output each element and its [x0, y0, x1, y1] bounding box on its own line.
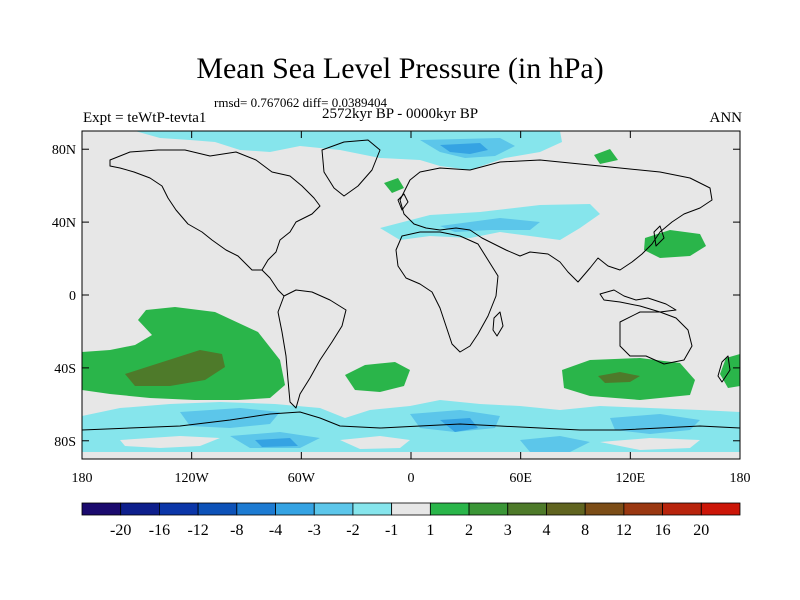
- anomaly-eurasia-negative: [440, 218, 540, 232]
- colorbar-swatch: [159, 502, 199, 516]
- colorbar-swatch: [275, 502, 315, 516]
- x-tick-label: 180: [72, 471, 93, 486]
- anomaly-indian-positive: [598, 372, 640, 383]
- coastline-south-america: [277, 289, 347, 409]
- colorbar-swatch: [700, 502, 741, 516]
- colorbar-label: -1: [385, 522, 398, 539]
- coastline-africa: [395, 231, 499, 353]
- anomaly-neutral: [120, 436, 220, 448]
- colorbar-label: 8: [581, 522, 589, 539]
- stats-subtitle: rmsd= 0.767062 diff= 0.0389404: [214, 95, 387, 110]
- colorbar-label: 3: [504, 522, 512, 539]
- season-label: ANN: [709, 110, 743, 126]
- colorbar-label: -16: [149, 522, 170, 539]
- coastline-north-america: [109, 149, 321, 271]
- anomaly-positive: [384, 178, 404, 193]
- colorbar-label: -4: [269, 522, 282, 539]
- x-axis: 180 120W 60W 0 60E 120E 180: [72, 131, 751, 486]
- x-tick-label: 180: [730, 471, 751, 486]
- anomaly-southern-negative: [255, 438, 298, 447]
- anomaly-atlantic-positive: [345, 362, 410, 392]
- colorbar-label: 20: [693, 522, 709, 539]
- x-tick-label: 60W: [288, 471, 316, 486]
- anomaly-pacific-positive: [125, 350, 225, 386]
- colorbar-label: -8: [230, 522, 243, 539]
- anomaly-positive: [720, 354, 740, 388]
- experiment-label: Expt = teWtP-tevta1: [83, 110, 207, 126]
- colorbar-swatch: [546, 502, 586, 516]
- x-tick-label: 120W: [175, 471, 210, 486]
- colorbar-label: 16: [655, 522, 671, 539]
- period-subtitle: 2572kyr BP - 0000kyr BP: [322, 106, 479, 122]
- x-tick-label: 60E: [509, 471, 532, 486]
- coastline-central-america: [261, 269, 285, 297]
- coastline-maritime-asia: [599, 289, 677, 313]
- anomaly-neutral: [600, 438, 700, 450]
- colorbar-label: -2: [346, 522, 359, 539]
- coastline-antarctica: [82, 411, 740, 431]
- colorbar-swatch: [468, 502, 509, 516]
- colorbar: -20 -16 -12 -8 -4 -3 -2 -1 1 2 3 4 8 12 16 20: [81, 502, 741, 539]
- x-tick-label: 0: [408, 471, 415, 486]
- y-tick-label: 40N: [52, 216, 76, 231]
- anomaly-field: [82, 131, 740, 459]
- anomaly-arctic-negative: [440, 143, 488, 154]
- y-tick-label: 80N: [52, 143, 76, 158]
- colorbar-swatch: [623, 502, 663, 516]
- colorbar-swatch: [313, 502, 354, 516]
- coastline-greenland: [321, 139, 381, 197]
- colorbar-swatch: [584, 502, 625, 516]
- colorbar-swatch: [81, 502, 122, 516]
- colorbar-swatch: [507, 502, 547, 516]
- colorbar-label: 2: [465, 522, 473, 539]
- anomaly-positive: [594, 149, 618, 164]
- colorbar-swatch: [662, 502, 702, 516]
- anomaly-southern-negative: [520, 436, 590, 452]
- x-tick-label: 120E: [616, 471, 646, 486]
- anomaly-southern-negative: [440, 418, 478, 432]
- colorbar-label: -12: [187, 522, 208, 539]
- coastline-new-zealand: [717, 355, 731, 383]
- coastline-australia: [619, 311, 693, 365]
- y-tick-label: 0: [69, 289, 76, 304]
- y-tick-label: 80S: [54, 435, 76, 450]
- colorbar-swatch: [429, 502, 470, 516]
- coastline-uk: [397, 193, 409, 211]
- colorbar-swatch: [236, 502, 276, 516]
- anomaly-neutral: [340, 436, 410, 449]
- coastline-japan: [653, 225, 665, 247]
- map-title: Mean Sea Level Pressure (in hPa): [196, 52, 604, 85]
- y-axis: 80N 40N 0 40S 80S: [52, 143, 740, 450]
- coastline-madagascar: [492, 311, 504, 337]
- coastline-eurasia: [399, 159, 713, 283]
- colorbar-swatch: [352, 502, 393, 516]
- anomaly-positive: [644, 230, 706, 258]
- colorbar-swatch: [120, 502, 160, 516]
- colorbar-swatch: [197, 502, 238, 516]
- colorbar-label: 12: [616, 522, 632, 539]
- colorbar-label: -3: [308, 522, 321, 539]
- colorbar-label: 4: [542, 522, 550, 539]
- colorbar-label: -20: [110, 522, 131, 539]
- colorbar-swatch: [391, 502, 431, 516]
- coastlines: [82, 139, 740, 431]
- y-tick-label: 40S: [54, 362, 76, 377]
- colorbar-label: 1: [426, 522, 434, 539]
